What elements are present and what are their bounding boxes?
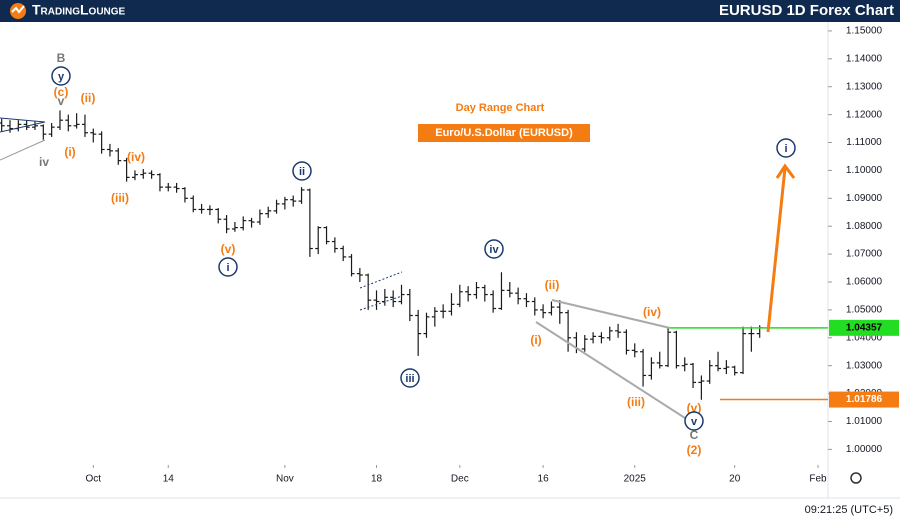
- header-bar: [0, 0, 900, 22]
- x-tick-label: Dec: [451, 474, 469, 485]
- y-tick-label: 1.00000: [846, 444, 883, 455]
- wave-label: C: [690, 428, 699, 442]
- wave-label: iv: [489, 244, 499, 256]
- channel-line: [359, 295, 403, 311]
- y-tick-label: 1.05000: [846, 305, 883, 316]
- level-label: 1.04357: [846, 322, 883, 333]
- y-tick-label: 1.09000: [846, 193, 883, 204]
- y-tick-label: 1.12000: [846, 109, 883, 120]
- wave-label: i: [226, 262, 229, 274]
- wave-circle: [51, 66, 71, 86]
- projection-arrow-head: [775, 163, 796, 179]
- y-tick-label: 1.11000: [846, 137, 882, 148]
- y-tick-label: 1.14000: [846, 53, 883, 64]
- level-label: 1.01786: [846, 394, 883, 405]
- y-tick-label: 1.04000: [846, 332, 883, 343]
- x-tick-label: Nov: [276, 474, 294, 485]
- instrument-box: [418, 124, 590, 142]
- clock: 09:21:25 (UTC+5): [805, 504, 893, 516]
- y-tick-label: 1.01000: [846, 416, 883, 427]
- y-tick-label: 1.10000: [846, 165, 883, 176]
- y-tick-label: 1.08000: [846, 221, 883, 232]
- instrument-label: Euro/U.S.Dollar (EURUSD): [435, 127, 573, 139]
- x-tick-label: 18: [371, 474, 383, 485]
- triangle-line: [0, 139, 46, 161]
- wave-label: y: [58, 71, 65, 83]
- chart-subtitle: Day Range Chart: [456, 102, 545, 114]
- annotations: Byv(c) (ii)(i)iv (iv)(iii)(v)iiiiiiiv(ii)(…: [39, 51, 796, 457]
- wave-label: B: [57, 51, 66, 65]
- wave-label: (iv): [643, 305, 661, 319]
- wave-circle: [776, 138, 796, 158]
- x-tick-label: 2025: [624, 474, 647, 485]
- wave-label: (v): [221, 242, 236, 256]
- wave-label: (iii): [111, 191, 129, 205]
- wave-circle: [218, 257, 238, 277]
- wave-label: (iv): [127, 150, 145, 164]
- level-box: [829, 319, 899, 336]
- wave-label: ii: [299, 166, 305, 178]
- x-tick-label: Oct: [86, 474, 102, 485]
- x-tick-label: 16: [538, 474, 550, 485]
- wave-circle: [484, 239, 504, 259]
- wave-label: iv: [39, 155, 49, 169]
- wave-label: (i): [530, 333, 541, 347]
- wave-label: (2): [687, 443, 702, 457]
- page-title: EURUSD 1D Forex Chart: [719, 2, 894, 19]
- wave-label: (c): [54, 85, 69, 99]
- y-tick-label: 1.15000: [846, 26, 883, 37]
- level-box: [829, 391, 899, 408]
- logo-text: TradingLounge: [32, 2, 126, 18]
- y-tick-label: 1.03000: [846, 360, 883, 371]
- wave-label: i: [784, 143, 787, 155]
- wedge-line: [535, 321, 686, 419]
- wave-label: (ii): [545, 278, 560, 292]
- wave-label: (ii): [81, 91, 96, 105]
- wave-circle: [400, 368, 420, 388]
- wave-label: v: [691, 416, 698, 428]
- logo-mark: [11, 5, 25, 14]
- x-tick-label: 20: [729, 474, 741, 485]
- projection-arrow: [766, 167, 787, 333]
- x-tick-label: 14: [163, 474, 175, 485]
- x-tick-label: Feb: [809, 474, 827, 485]
- wave-label: (iii): [627, 395, 645, 409]
- triangle-line: [0, 117, 46, 133]
- channel-line: [359, 271, 403, 289]
- wave-label: (v): [687, 401, 702, 415]
- y-tick-label: 1.13000: [846, 81, 883, 92]
- wave-label: v: [58, 94, 65, 108]
- wave-label: (i): [64, 145, 75, 159]
- wave-circle: [292, 161, 312, 181]
- wedge-line: [551, 299, 671, 329]
- y-tick-label: 1.06000: [846, 277, 883, 288]
- y-tick-label: 1.07000: [846, 249, 883, 260]
- wave-circle: [684, 411, 704, 431]
- settings-icon[interactable]: [850, 472, 862, 484]
- plot-area: [0, 110, 828, 401]
- price-axis: 1.15000 1.14000 1.13000 1.12000 1.11000 1.100…: [86, 26, 899, 485]
- wave-label: iii: [405, 373, 414, 385]
